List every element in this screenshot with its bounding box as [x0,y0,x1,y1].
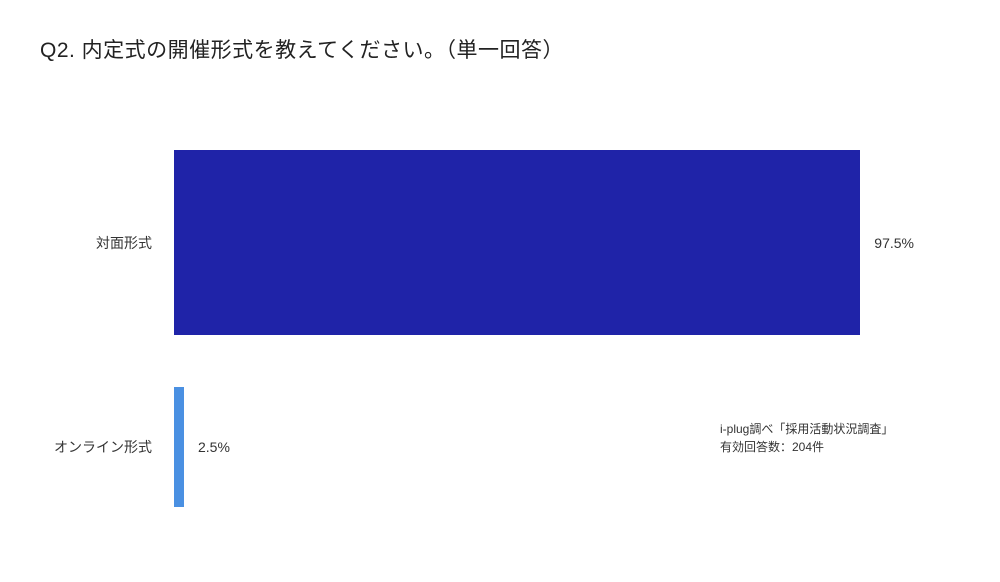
source-line: i-plug調べ「採用活動状況調査」 [720,420,893,438]
source-note: i-plug調べ「採用活動状況調査」有効回答数：204件 [720,420,893,456]
bar [174,150,860,335]
source-line: 有効回答数：204件 [720,438,893,456]
bar-chart: 対面形式97.5%オンライン形式2.5% [174,150,914,530]
bar-row: 対面形式97.5% [174,150,914,335]
value-label: 97.5% [860,235,914,251]
chart-page: Q2. 内定式の開催形式を教えてください。（単一回答） 対面形式97.5%オンラ… [0,0,1000,582]
value-label: 2.5% [184,439,230,455]
bar [174,387,184,507]
category-label: 対面形式 [96,233,174,253]
chart-title: Q2. 内定式の開催形式を教えてください。（単一回答） [40,34,960,64]
category-label: オンライン形式 [54,437,174,457]
